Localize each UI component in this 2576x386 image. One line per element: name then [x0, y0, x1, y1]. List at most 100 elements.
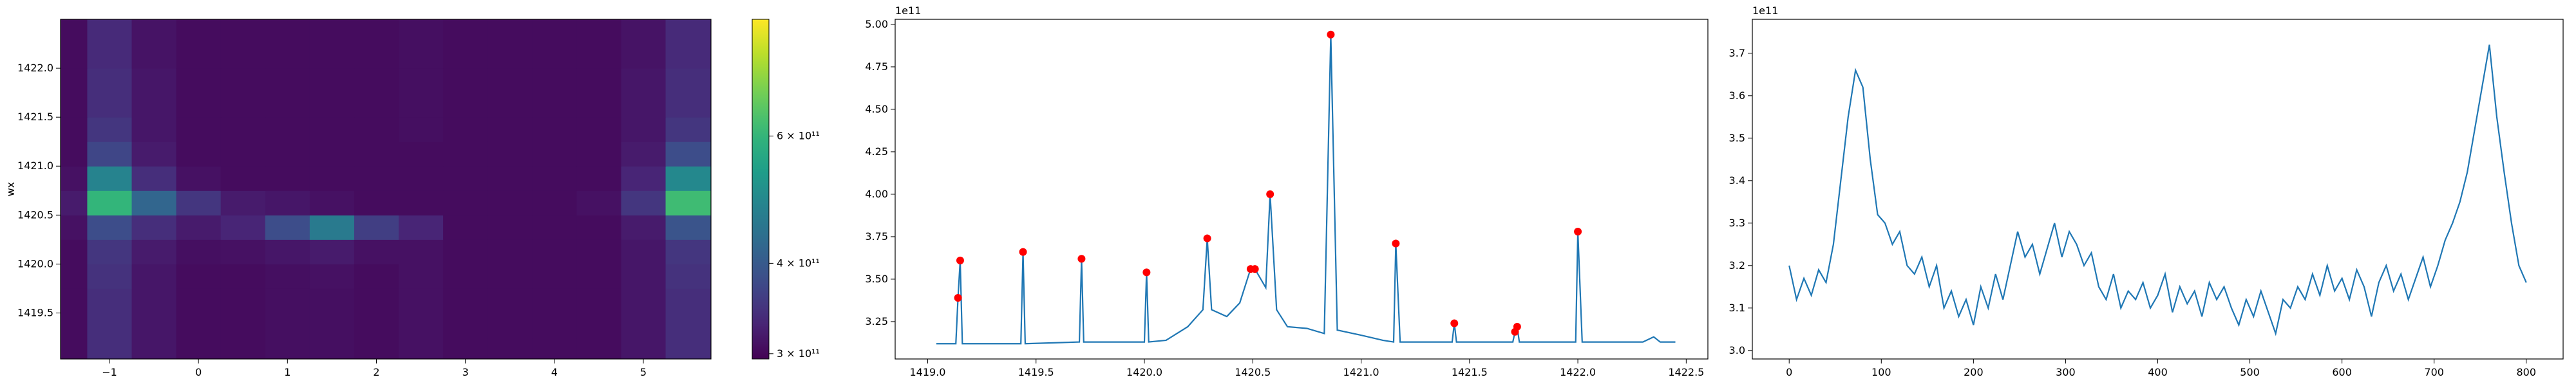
heatmap-cell	[443, 142, 488, 167]
x-tick-label: 300	[2056, 366, 2076, 378]
heatmap-cell	[443, 19, 488, 69]
heatmap-cell	[61, 166, 88, 191]
peak-marker	[1450, 319, 1459, 327]
heatmap-cell	[532, 288, 577, 313]
heatmap-cell	[87, 142, 133, 167]
x-tick-label: 1420.5	[1235, 366, 1271, 378]
heatmap-cell	[532, 142, 577, 167]
heatmap-cell	[532, 68, 577, 118]
heatmap-cell	[576, 337, 621, 359]
heatmap-cell	[354, 215, 399, 240]
y-tick-label: 1422.0	[17, 62, 53, 74]
heatmap-cell	[488, 142, 533, 167]
heatmap-cell	[399, 166, 444, 191]
heatmap-cell	[621, 190, 667, 216]
heatmap-cell	[220, 313, 266, 338]
heatmap-cell	[176, 68, 222, 118]
heatmap-cell	[399, 215, 444, 240]
y-tick-label: 3.25	[865, 315, 888, 327]
line	[936, 34, 1676, 345]
heatmap-cell	[87, 239, 133, 264]
heatmap-cell	[265, 166, 310, 191]
heatmap-cell	[61, 337, 88, 359]
heatmap-cell	[532, 166, 577, 191]
heatmap-cell	[443, 166, 488, 191]
heatmap-cell	[621, 166, 667, 191]
heatmap-cell	[354, 337, 399, 359]
heatmap-cell	[399, 19, 444, 69]
heatmap-cell	[665, 239, 711, 264]
heatmap-cell	[665, 117, 711, 142]
y-tick-label: 1420.0	[17, 257, 53, 270]
heatmap-cell	[61, 313, 88, 338]
heatmap-cell	[488, 68, 533, 118]
heatmap-cell	[131, 190, 177, 216]
heatmap-cell	[265, 215, 310, 240]
heatmap-cell	[576, 142, 621, 167]
colorbar	[752, 19, 770, 360]
heatmap-cell	[309, 264, 355, 289]
heatmap-cell	[399, 68, 444, 118]
x-tick-label: 1422.0	[1560, 366, 1596, 378]
x-tick-label: 3	[462, 366, 469, 378]
heatmap-cell	[665, 313, 711, 338]
y-tick-label: 4.75	[865, 60, 888, 73]
peak-marker	[1392, 239, 1400, 248]
heatmap-cell	[399, 239, 444, 264]
heatmap-cell	[309, 215, 355, 240]
heatmap-cell	[532, 19, 577, 69]
heatmap-cell	[87, 313, 133, 338]
heatmap-cell	[265, 313, 310, 338]
y-tick-label: 3.6	[1729, 89, 1745, 102]
x-tick-label: 400	[2148, 366, 2168, 378]
heatmap-cell	[488, 239, 533, 264]
heatmap-cell	[309, 313, 355, 338]
axes-frame	[60, 19, 712, 360]
x-tick-label: 1419.0	[909, 366, 945, 378]
heatmap-cell	[309, 190, 355, 216]
colorbar-tick-label: 4 × 10¹¹	[777, 257, 820, 269]
heatmap-cell	[532, 337, 577, 359]
heatmap-cell	[176, 288, 222, 313]
heatmap-cell	[87, 288, 133, 313]
heatmap-cell	[309, 239, 355, 264]
heatmap-cell	[265, 68, 310, 118]
heatmap-cell	[61, 117, 88, 142]
y-tick-label: 3.2	[1729, 259, 1745, 271]
heatmap-cell	[265, 19, 310, 69]
heatmap-cell	[665, 215, 711, 240]
heatmap-cell	[576, 313, 621, 338]
heatmap-cell	[265, 337, 310, 359]
heatmap-cell	[61, 264, 88, 289]
heatmap-cell	[488, 288, 533, 313]
y-tick-label: 3.3	[1729, 217, 1745, 229]
y-tick-label: 3.0	[1729, 344, 1745, 356]
heatmap-cell	[176, 166, 222, 191]
heatmap-cell	[131, 142, 177, 167]
x-tick-label: 1420.0	[1126, 366, 1162, 378]
heatmap-cell	[176, 117, 222, 142]
heatmap-cell	[621, 313, 667, 338]
heatmap-cell	[265, 288, 310, 313]
heatmap-cell	[131, 239, 177, 264]
heatmap-cell	[621, 239, 667, 264]
heatmap-cell	[532, 313, 577, 338]
heatmap-cell	[354, 19, 399, 69]
heatmap-cell	[621, 142, 667, 167]
heatmap-cell	[309, 337, 355, 359]
heatmap-cell	[532, 215, 577, 240]
y-tick-label: 3.50	[865, 273, 888, 285]
heatmap-cell	[443, 215, 488, 240]
heatmap-cell	[265, 190, 310, 216]
heatmap-cell	[87, 68, 133, 118]
heatmap-cell	[176, 239, 222, 264]
heatmap-cell	[265, 264, 310, 289]
heatmap-cell	[399, 337, 444, 359]
peak-marker	[1077, 255, 1086, 263]
heatmap-cell	[665, 68, 711, 118]
heatmap-cell	[354, 239, 399, 264]
heatmap-cell	[131, 117, 177, 142]
heatmap-cell	[621, 337, 667, 359]
heatmap-cell	[176, 337, 222, 359]
heatmap-cell	[220, 239, 266, 264]
